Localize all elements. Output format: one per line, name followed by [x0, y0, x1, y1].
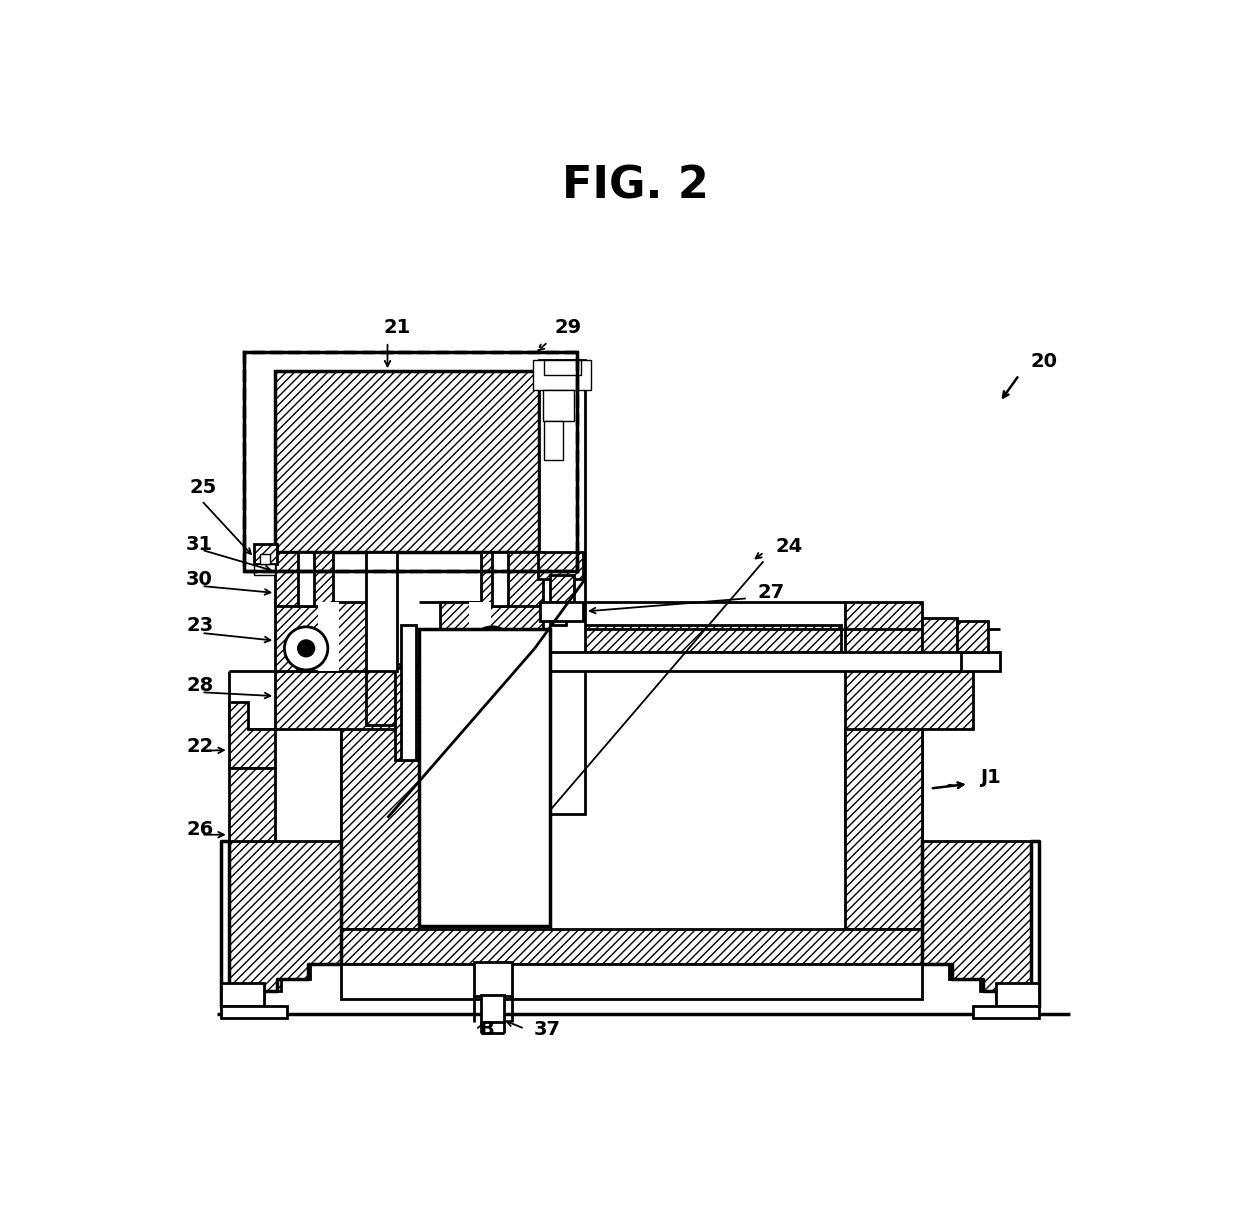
Bar: [538, 359, 585, 814]
Bar: [551, 575, 573, 606]
Polygon shape: [275, 664, 419, 841]
Bar: [275, 552, 334, 606]
Polygon shape: [923, 841, 1030, 998]
Bar: [341, 964, 923, 998]
Bar: [972, 1007, 1039, 1018]
Polygon shape: [844, 729, 923, 929]
Text: B: B: [479, 1020, 494, 1038]
Text: J1: J1: [981, 768, 1001, 787]
Bar: [299, 552, 314, 606]
Text: 28: 28: [186, 676, 213, 695]
Bar: [551, 602, 565, 625]
Bar: [481, 552, 543, 606]
Bar: [275, 602, 368, 672]
Text: 22: 22: [186, 738, 213, 757]
Bar: [254, 545, 278, 564]
Text: ~: ~: [944, 776, 960, 795]
Polygon shape: [228, 841, 341, 998]
Polygon shape: [844, 602, 923, 664]
Bar: [317, 602, 340, 672]
Bar: [474, 962, 511, 996]
Bar: [957, 621, 988, 653]
Polygon shape: [228, 768, 275, 841]
Circle shape: [485, 640, 500, 656]
Bar: [396, 667, 419, 761]
Bar: [469, 602, 491, 672]
Circle shape: [470, 627, 513, 670]
Bar: [957, 653, 999, 672]
Text: 31: 31: [186, 535, 213, 554]
Bar: [440, 602, 543, 672]
Bar: [244, 352, 578, 571]
Bar: [481, 995, 503, 1021]
Polygon shape: [228, 702, 275, 768]
Bar: [923, 617, 957, 672]
Circle shape: [299, 640, 314, 656]
Bar: [544, 421, 563, 460]
Bar: [533, 359, 591, 391]
Text: 29: 29: [554, 318, 582, 337]
Polygon shape: [844, 664, 972, 841]
Bar: [254, 564, 275, 575]
Bar: [420, 667, 455, 729]
Bar: [366, 552, 397, 672]
Bar: [259, 553, 270, 564]
Bar: [551, 653, 961, 672]
Text: 20: 20: [1030, 352, 1058, 371]
Bar: [419, 630, 551, 926]
Polygon shape: [341, 729, 419, 929]
Bar: [221, 984, 263, 1007]
Bar: [244, 352, 578, 571]
Bar: [366, 667, 420, 725]
Circle shape: [284, 627, 327, 670]
Bar: [275, 371, 538, 552]
Bar: [492, 552, 507, 606]
Bar: [551, 625, 841, 653]
Bar: [341, 929, 923, 964]
Text: 21: 21: [383, 318, 410, 337]
Text: 37: 37: [533, 1020, 560, 1038]
Text: 26: 26: [186, 820, 213, 838]
Text: 27: 27: [758, 583, 785, 603]
Text: 24: 24: [775, 537, 802, 556]
Text: 25: 25: [190, 478, 217, 497]
Bar: [541, 602, 583, 621]
Bar: [221, 1007, 286, 1018]
Text: FIG. 2: FIG. 2: [562, 165, 709, 207]
Bar: [401, 625, 417, 761]
Text: 30: 30: [186, 570, 213, 590]
Bar: [538, 552, 583, 579]
Bar: [544, 359, 582, 375]
Text: 23: 23: [186, 616, 213, 634]
Bar: [543, 391, 573, 421]
Bar: [996, 984, 1039, 1007]
